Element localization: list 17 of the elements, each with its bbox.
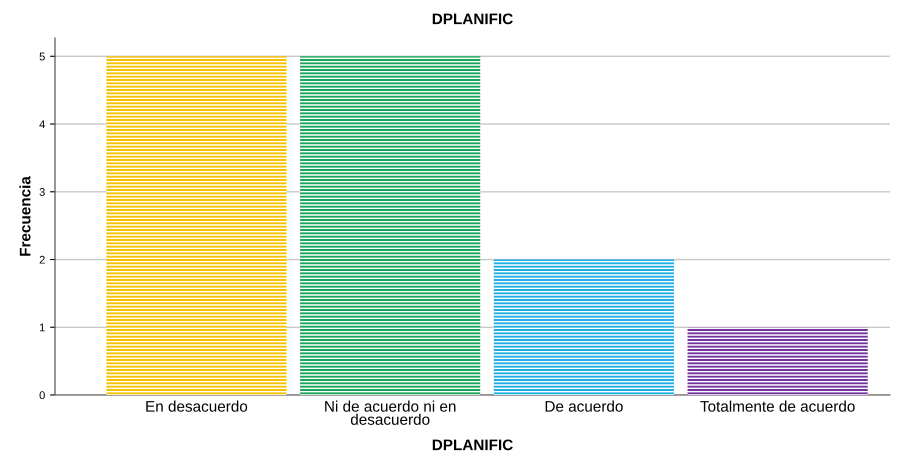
chart-title: DPLANIFIC xyxy=(432,13,513,24)
y-tick-label: 3 xyxy=(40,188,45,196)
y-tick-label: 0 xyxy=(40,391,45,400)
y-tick-label: 2 xyxy=(40,256,45,264)
y-tick-label: 5 xyxy=(40,52,45,60)
x-axis-title: DPLANIFIC xyxy=(432,439,513,450)
x-tick-label: Ni de acuerdo ni en desacuerdo xyxy=(325,400,456,425)
bar xyxy=(300,56,480,395)
bar xyxy=(688,327,868,395)
x-tick-label: En desacuerdo xyxy=(146,400,248,412)
y-tick-label: 1 xyxy=(40,324,45,332)
y-tick-label: 4 xyxy=(39,120,45,128)
y-axis-title: Frecuencia xyxy=(19,176,31,256)
bar xyxy=(106,56,287,395)
x-tick-label: Totalmente de acuerdo xyxy=(700,400,855,412)
bar xyxy=(494,260,674,395)
x-tick-label: De acuerdo xyxy=(546,400,623,412)
